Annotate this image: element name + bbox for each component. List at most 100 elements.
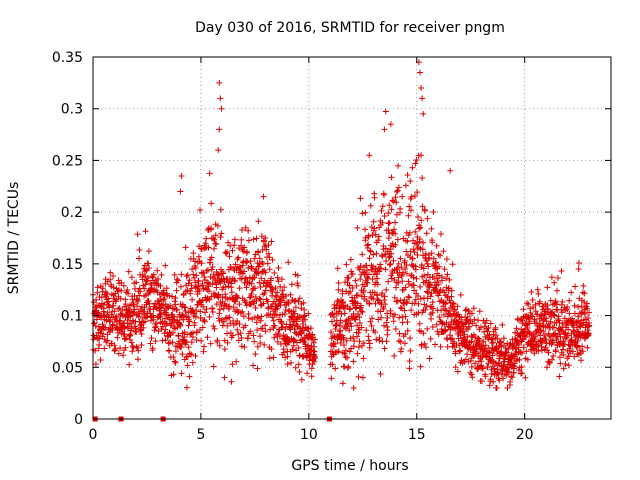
data-point: [469, 320, 476, 327]
data-point: [485, 336, 492, 343]
data-point: [434, 328, 441, 335]
data-point: [133, 328, 140, 335]
data-point: [343, 261, 350, 268]
data-point: [337, 317, 344, 324]
data-point: [551, 324, 558, 331]
data-point: [190, 250, 197, 257]
data-point: [292, 329, 299, 336]
data-point: [356, 320, 363, 327]
data-point: [206, 313, 213, 320]
data-point: [487, 320, 494, 327]
data-point: [133, 279, 140, 286]
data-point: [556, 330, 563, 337]
data-point: [291, 326, 298, 333]
data-point: [387, 246, 394, 253]
data-point: [391, 352, 398, 359]
data-point: [399, 278, 406, 285]
data-point: [304, 370, 311, 377]
data-point: [95, 309, 102, 316]
data-point: [178, 172, 185, 179]
data-point: [343, 337, 350, 344]
data-point: [433, 321, 440, 328]
data-point: [520, 306, 527, 313]
data-point: [469, 310, 476, 317]
data-point: [245, 315, 252, 322]
data-point: [264, 260, 271, 267]
data-point: [158, 301, 165, 308]
data-point: [268, 275, 275, 282]
data-point: [395, 162, 402, 169]
data-point: [503, 349, 510, 356]
data-point: [449, 300, 456, 307]
data-point: [139, 271, 146, 278]
data-point: [401, 257, 408, 264]
data-point: [184, 272, 191, 279]
data-point: [374, 275, 381, 282]
data-point: [516, 356, 523, 363]
data-point: [375, 233, 382, 240]
data-point: [215, 315, 222, 322]
data-point: [508, 373, 515, 380]
data-point: [166, 347, 173, 354]
data-point: [347, 288, 354, 295]
data-point: [197, 206, 204, 213]
data-point: [383, 338, 390, 345]
data-point: [376, 268, 383, 275]
data-point: [585, 315, 592, 322]
data-point: [381, 126, 388, 133]
data-point: [224, 339, 231, 346]
data-point: [369, 266, 376, 273]
data-point: [307, 325, 314, 332]
data-point: [266, 254, 273, 261]
y-tick-label: 0.15: [52, 257, 83, 273]
data-point: [269, 286, 276, 293]
data-point: [276, 333, 283, 340]
data-point: [491, 365, 498, 372]
data-point: [388, 250, 395, 257]
data-point: [366, 340, 373, 347]
data-point: [369, 276, 376, 283]
data-point: [473, 322, 480, 329]
data-point: [172, 348, 179, 355]
data-point: [163, 285, 170, 292]
data-point: [115, 350, 122, 357]
data-point: [92, 322, 99, 329]
data-point: [451, 306, 458, 313]
data-point: [233, 358, 240, 365]
data-point: [407, 347, 414, 354]
data-point: [209, 263, 216, 270]
data-point: [250, 362, 257, 369]
data-point: [410, 246, 417, 253]
data-point: [308, 365, 315, 372]
data-point: [238, 236, 245, 243]
data-point: [536, 298, 543, 305]
data-point: [359, 374, 366, 381]
data-point: [152, 323, 159, 330]
data-point: [386, 202, 393, 209]
data-point: [401, 340, 408, 347]
data-point: [416, 225, 423, 232]
data-point: [394, 187, 401, 194]
data-point: [553, 301, 560, 308]
data-point: [534, 341, 541, 348]
data-point: [455, 335, 462, 342]
data-point: [355, 373, 362, 380]
data-point: [506, 368, 513, 375]
data-point: [105, 298, 112, 305]
data-point: [396, 330, 403, 337]
data-point: [394, 236, 401, 243]
data-point: [152, 338, 159, 345]
data-point: [294, 339, 301, 346]
data-point: [560, 365, 567, 372]
data-point: [365, 232, 372, 239]
data-point: [301, 306, 308, 313]
data-point: [155, 275, 162, 282]
data-point: [429, 239, 436, 246]
data-point: [275, 278, 282, 285]
data-point: [392, 325, 399, 332]
data-point: [376, 334, 383, 341]
data-point: [457, 291, 464, 298]
data-point: [98, 294, 105, 301]
plot-frame: [92, 56, 612, 420]
